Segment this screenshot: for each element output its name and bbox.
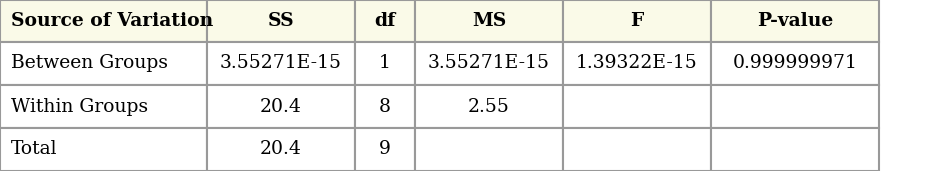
Text: SS: SS: [268, 12, 294, 30]
Text: P-value: P-value: [757, 12, 833, 30]
Bar: [0, 85, 207, 128]
Bar: [563, 42, 711, 85]
Text: 3.55271E-15: 3.55271E-15: [428, 55, 550, 73]
Bar: [207, 128, 355, 171]
Bar: [415, 42, 563, 85]
Text: Source of Variation: Source of Variation: [11, 12, 213, 30]
Bar: [355, 85, 415, 128]
Bar: [0, 42, 207, 85]
Text: 20.4: 20.4: [260, 97, 302, 115]
Text: MS: MS: [472, 12, 506, 30]
Bar: [207, 42, 355, 85]
Bar: [711, 42, 879, 85]
Text: Total: Total: [11, 141, 58, 159]
Text: F: F: [630, 12, 643, 30]
Text: Between Groups: Between Groups: [11, 55, 168, 73]
Text: 2.55: 2.55: [468, 97, 510, 115]
Bar: [711, 0, 879, 42]
Text: Within Groups: Within Groups: [11, 97, 148, 115]
Bar: [207, 0, 355, 42]
Bar: [563, 0, 711, 42]
Text: 0.999999971: 0.999999971: [732, 55, 857, 73]
Text: 20.4: 20.4: [260, 141, 302, 159]
Bar: [415, 0, 563, 42]
Text: 1: 1: [379, 55, 391, 73]
Text: 9: 9: [379, 141, 391, 159]
Text: 3.55271E-15: 3.55271E-15: [220, 55, 342, 73]
Bar: [563, 85, 711, 128]
Text: 8: 8: [379, 97, 391, 115]
Bar: [415, 85, 563, 128]
Bar: [355, 128, 415, 171]
Bar: [0, 128, 207, 171]
Text: df: df: [375, 12, 395, 30]
Bar: [563, 128, 711, 171]
Bar: [355, 42, 415, 85]
Bar: [711, 85, 879, 128]
Bar: [0, 0, 207, 42]
Bar: [415, 128, 563, 171]
Bar: [355, 0, 415, 42]
Bar: [711, 128, 879, 171]
Text: 1.39322E-15: 1.39322E-15: [577, 55, 698, 73]
Bar: [207, 85, 355, 128]
